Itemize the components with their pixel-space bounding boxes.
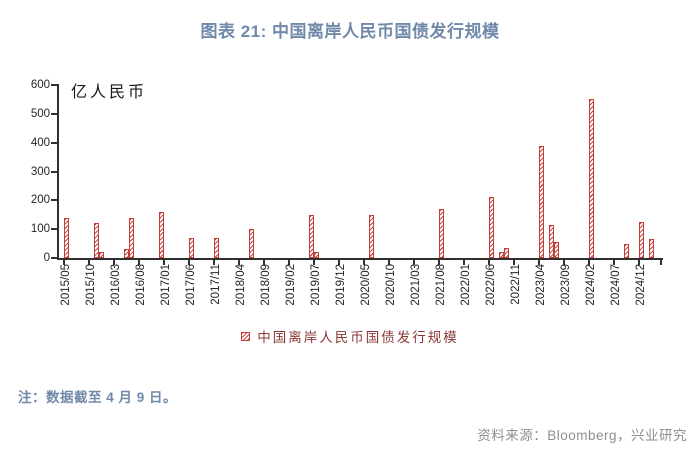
bar [213, 237, 219, 258]
x-tick-label: 2022/11 [510, 264, 522, 305]
bar [623, 243, 629, 258]
bar [503, 247, 509, 258]
bar [93, 223, 99, 258]
x-tick [637, 260, 640, 265]
x-tick [437, 260, 440, 265]
x-tick [212, 260, 215, 265]
bar [368, 214, 374, 258]
legend-hatched-square-icon [241, 331, 251, 341]
y-tick [51, 228, 57, 231]
y-tick [51, 112, 57, 115]
bar [588, 99, 594, 258]
x-tick-label: 2022/01 [460, 264, 472, 306]
x-tick-label: 2023/04 [535, 264, 547, 306]
x-tick-label: 2020/05 [360, 264, 372, 306]
x-axis [57, 258, 663, 260]
x-tick [62, 260, 65, 265]
bar [123, 249, 129, 258]
source-credit: 资料来源：Bloomberg，兴业研究 [477, 428, 687, 443]
x-tick-label: 2016/03 [110, 264, 122, 306]
y-tick-label: 400 [30, 136, 50, 149]
x-tick [487, 260, 490, 265]
x-tick-label: 2017/06 [185, 264, 197, 306]
x-tick-label: 2021/03 [410, 264, 422, 306]
x-tick [612, 260, 615, 265]
chart-title: 图表 21: 中国离岸人民币国债发行规模 [200, 22, 500, 41]
x-tick [660, 260, 662, 265]
y-tick-label: 200 [30, 194, 50, 207]
x-tick-label: 2015/10 [85, 264, 97, 306]
x-tick-label: 2019/02 [285, 264, 297, 306]
x-tick [87, 260, 90, 265]
legend-label: 中国离岸人民币国债发行规模 [257, 330, 459, 346]
y-tick-label: 600 [30, 79, 50, 91]
x-tick [587, 260, 590, 265]
x-tick-label: 2024/07 [610, 264, 622, 306]
footnote: 注：数据截至 4 月 9 日。 [18, 390, 178, 405]
bar [438, 208, 444, 258]
x-tick [362, 260, 365, 265]
bar [313, 252, 319, 258]
x-tick [262, 260, 265, 265]
x-tick [387, 260, 390, 265]
x-tick-label: 2024/12 [635, 264, 647, 306]
x-tick [237, 260, 240, 265]
x-tick [337, 260, 340, 265]
bar [488, 197, 494, 258]
bar [553, 242, 559, 258]
y-tick [51, 170, 57, 173]
x-tick [137, 260, 140, 265]
x-tick-label: 2018/04 [235, 264, 247, 306]
x-tick [312, 260, 315, 265]
bar [538, 145, 544, 258]
x-tick [562, 260, 565, 265]
x-tick-label: 2022/06 [485, 264, 497, 306]
x-tick [462, 260, 465, 265]
x-tick [187, 260, 190, 265]
legend: 中国离岸人民币国债发行规模 [0, 326, 700, 346]
x-tick-label: 2016/08 [135, 264, 147, 306]
x-tick-label: 2017/11 [210, 264, 222, 305]
x-tick-label: 2018/09 [260, 264, 272, 306]
bar [63, 217, 69, 258]
bar [648, 239, 654, 258]
x-tick [162, 260, 165, 265]
x-tick [112, 260, 115, 265]
bar [98, 252, 104, 258]
x-tick [287, 260, 290, 265]
bar [498, 252, 504, 258]
bar [248, 229, 254, 258]
y-tick [51, 199, 57, 202]
x-tick [512, 260, 515, 265]
x-tick-label: 2019/12 [335, 264, 347, 306]
x-tick-label: 2023/09 [560, 264, 572, 306]
y-tick-label: 300 [30, 165, 50, 178]
x-tick-label: 2024/02 [585, 264, 597, 306]
x-tick [537, 260, 540, 265]
bar [188, 237, 194, 258]
x-tick-label: 2021/08 [435, 264, 447, 306]
x-tick-label: 2015/05 [60, 264, 72, 306]
bar [548, 224, 554, 258]
y-tick [51, 257, 57, 259]
y-axis [57, 84, 59, 260]
y-tick-label: 500 [30, 107, 50, 120]
y-tick-label: 100 [30, 223, 50, 236]
bar [638, 221, 644, 258]
x-tick [412, 260, 415, 265]
y-tick [51, 141, 57, 144]
x-tick-label: 2020/10 [385, 264, 397, 306]
bar [158, 211, 164, 258]
y-tick-label: 0 [43, 252, 50, 264]
x-tick-label: 2017/01 [160, 264, 172, 306]
x-tick-label: 2019/07 [310, 264, 322, 306]
bar [308, 214, 314, 258]
y-tick [51, 84, 57, 86]
y-axis-unit-label: 亿人民币 [71, 82, 148, 101]
bar [128, 217, 134, 258]
